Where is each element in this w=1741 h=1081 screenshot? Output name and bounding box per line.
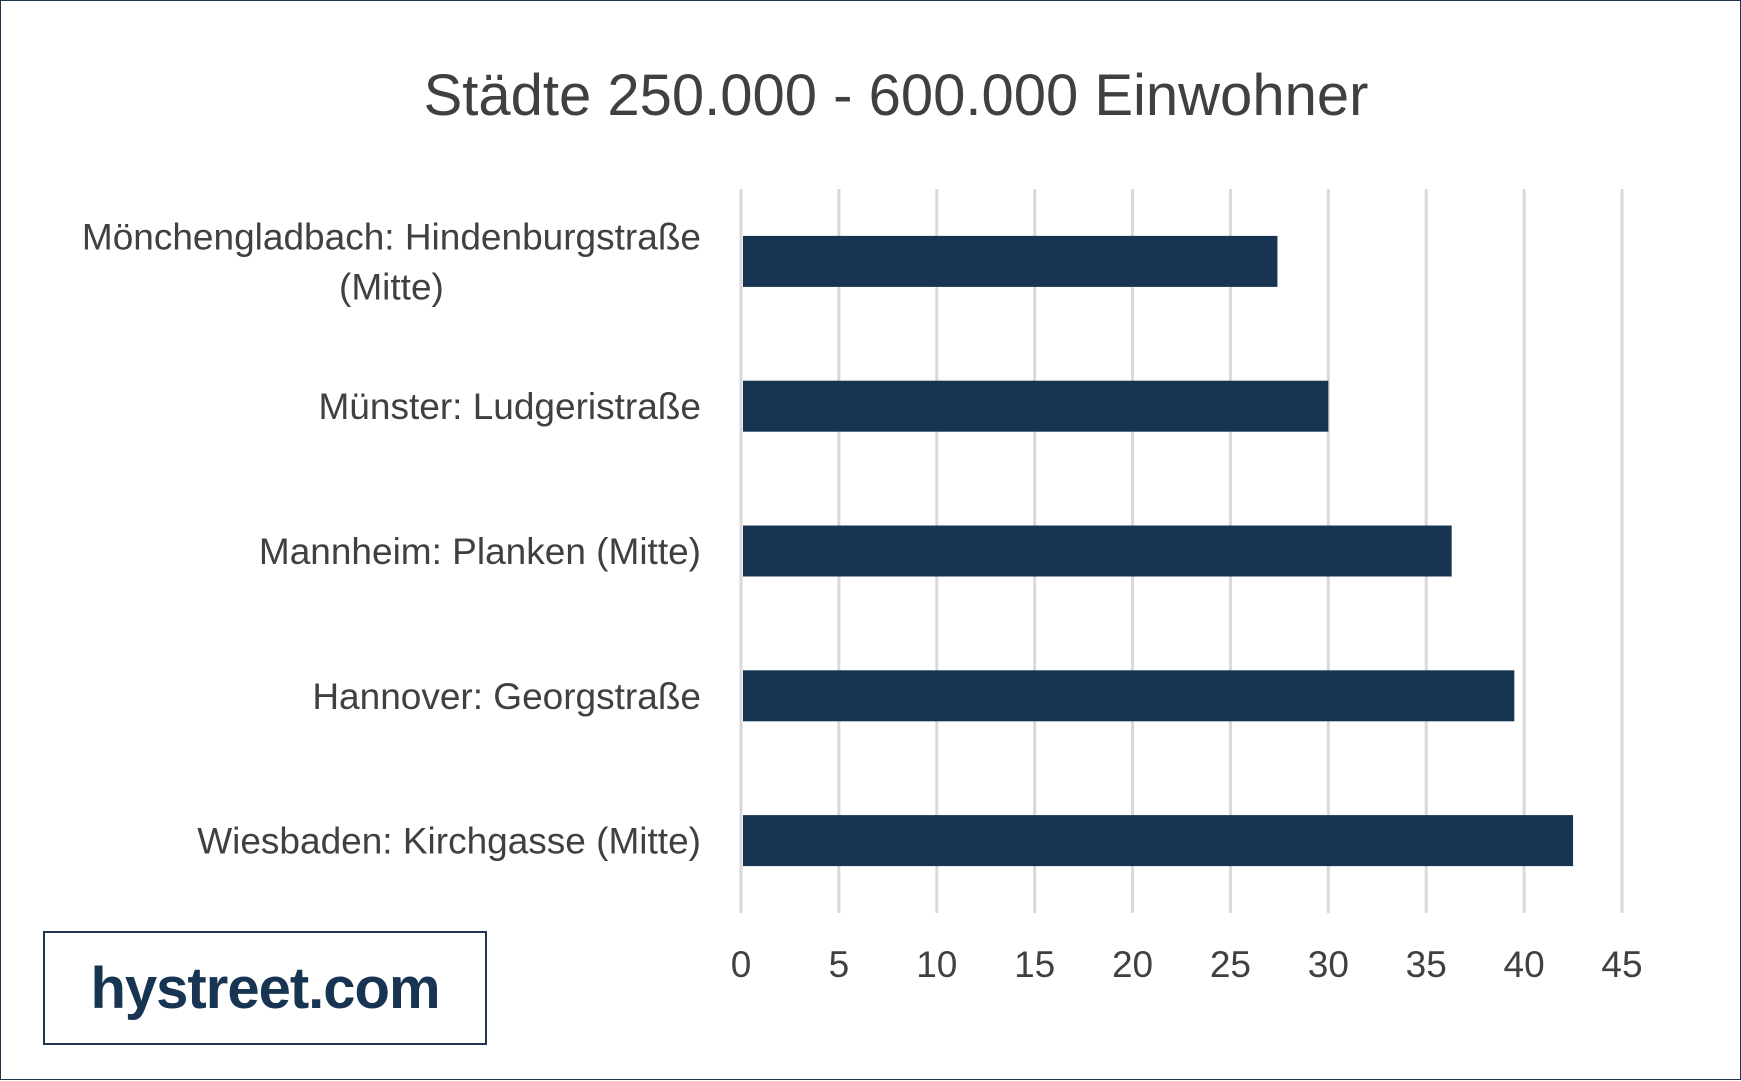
bar [743,235,1278,287]
x-tick-label: 10 [916,944,957,985]
bar [743,380,1329,432]
x-tick-label: 30 [1308,944,1349,985]
category-label-line: Mannheim: Planken (Mitte) [259,531,701,572]
category-label-line: Wiesbaden: Kirchgasse (Mitte) [197,821,701,862]
category-label-line: (Mitte) [339,266,444,307]
category-label-line: Münster: Ludgeristraße [318,386,701,427]
bars [743,235,1574,867]
x-tick-label: 15 [1014,944,1055,985]
x-tick-label: 5 [829,944,850,985]
category-label: Münster: Ludgeristraße [318,386,701,427]
category-label: Hannover: Georgstraße [312,676,701,717]
category-label: Mannheim: Planken (Mitte) [259,531,701,572]
chart-title: Städte 250.000 - 600.000 Einwohner [424,63,1369,128]
x-axis-ticks: 0 5 10 15 20 25 30 35 40 45 [731,944,1643,985]
bar [743,670,1515,722]
x-tick-label: 0 [731,944,752,985]
x-tick-label: 35 [1406,944,1447,985]
x-tick-label: 20 [1112,944,1153,985]
category-label: Mönchengladbach: Hindenburgstraße (Mitte) [82,216,701,307]
x-tick-label: 45 [1601,944,1642,985]
x-tick-label: 40 [1504,944,1545,985]
bar [743,815,1574,867]
category-label-line: Hannover: Georgstraße [312,676,701,717]
category-label-line: Mönchengladbach: Hindenburgstraße [82,216,701,257]
hystreet-logo: hystreet.com [43,931,487,1045]
category-labels: Mönchengladbach: Hindenburgstraße (Mitte)… [82,216,701,861]
x-tick-label: 25 [1210,944,1251,985]
logo-text: hystreet.com [90,955,440,1021]
bar [743,525,1452,577]
category-label: Wiesbaden: Kirchgasse (Mitte) [197,821,701,862]
